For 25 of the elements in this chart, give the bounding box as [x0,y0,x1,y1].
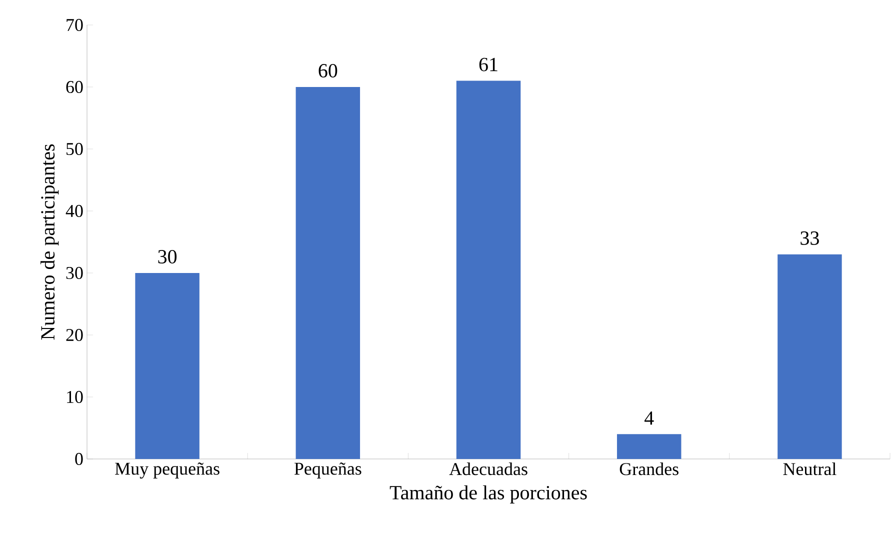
x-tick-label: Neutral [783,462,836,476]
data-label: 61 [479,58,498,72]
y-tick-label: 40 [66,204,83,218]
y-tick-label: 0 [75,452,83,466]
x-tick-label: Pequeñas [294,462,362,478]
y-tick-label: 70 [66,18,83,32]
y-tick-label: 20 [66,328,83,342]
x-tick-label: Muy pequeñas [115,462,220,479]
y-tick-label: 10 [67,390,83,404]
y-axis-title: Numero de participantes [40,144,59,340]
x-tick-label: Grandes [620,462,678,476]
data-label: 33 [800,231,819,245]
bar [616,434,682,459]
bar [456,80,521,459]
x-axis-title: Tamaño de las porciones [390,485,587,504]
data-label: 60 [318,64,338,78]
data-label: 30 [158,250,177,264]
y-tick-label: 50 [66,142,83,156]
bar [296,86,360,459]
x-tick-label: Adecuadas [449,462,528,476]
y-tick-label: 60 [66,80,83,94]
bar [778,254,842,459]
data-label: 4 [644,411,654,425]
bar [135,272,200,459]
y-tick-label: 30 [66,266,83,280]
